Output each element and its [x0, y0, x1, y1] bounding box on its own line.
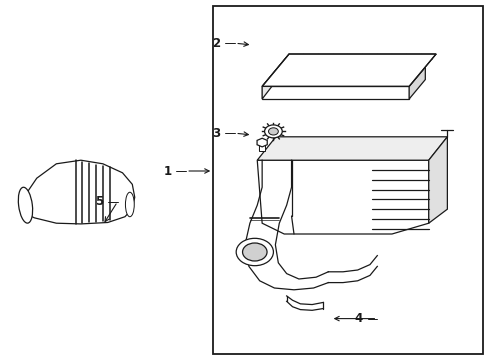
- Circle shape: [269, 128, 278, 135]
- Text: 3: 3: [212, 127, 220, 140]
- Ellipse shape: [18, 187, 33, 223]
- Polygon shape: [262, 54, 289, 99]
- Polygon shape: [262, 54, 436, 86]
- Polygon shape: [257, 160, 429, 234]
- Polygon shape: [20, 160, 135, 224]
- Circle shape: [265, 125, 282, 138]
- Polygon shape: [257, 137, 447, 160]
- Text: 1: 1: [163, 165, 172, 177]
- Polygon shape: [429, 137, 447, 223]
- Circle shape: [236, 238, 273, 266]
- Polygon shape: [409, 67, 425, 99]
- Ellipse shape: [125, 192, 134, 217]
- Text: 5: 5: [95, 195, 103, 208]
- Polygon shape: [257, 138, 267, 147]
- Bar: [213, 6, 483, 354]
- Bar: [259, 143, 265, 151]
- Circle shape: [243, 243, 267, 261]
- Polygon shape: [262, 86, 409, 99]
- Text: 4: 4: [354, 312, 363, 325]
- Text: 2: 2: [212, 37, 220, 50]
